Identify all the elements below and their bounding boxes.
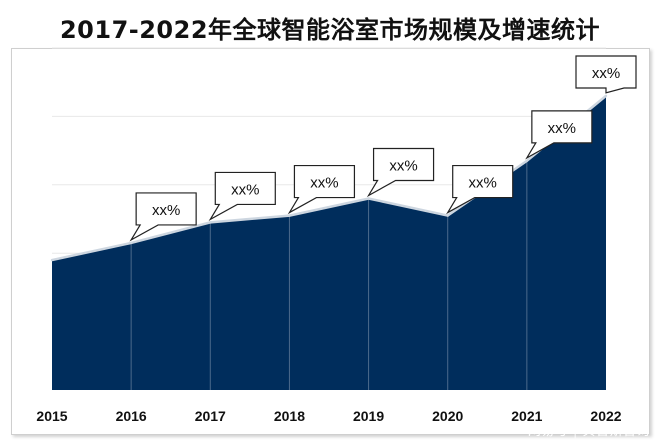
callout-label: xx% [231,181,259,198]
data-point [446,214,449,217]
watermark-separator: | [572,424,578,439]
data-point [288,214,291,217]
x-tick-label: 2015 [36,408,67,424]
callout-label: xx% [310,175,338,192]
x-tick-label: 2021 [511,408,542,424]
x-tick-label: 2020 [432,408,463,424]
callout-label: xx% [592,65,620,82]
callout-label: xx% [389,157,417,174]
callout-label: xx% [152,202,180,219]
data-point [129,241,133,245]
callout-box [129,192,197,242]
chart-title: 2017-2022年全球智能浴室市场规模及增速统计 [59,16,601,44]
x-tick-label: 2022 [590,408,621,424]
data-point [50,258,54,262]
x-tick-label: 2017 [195,408,226,424]
x-tick-label: 2018 [274,408,305,424]
area-fill [52,95,606,390]
data-point [604,94,608,98]
series-line [51,94,607,262]
x-tick-label: 2016 [116,408,147,424]
callout-label: xx% [469,175,497,192]
callout-box [287,164,356,215]
data-point [209,221,212,224]
callout-box [208,171,276,222]
data-point [525,159,529,163]
callout-box [575,55,637,94]
callout-box [446,164,514,215]
x-tick-label: 2019 [353,408,384,424]
callout-label: xx% [548,120,576,137]
watermark-source: 网易号 [527,424,569,439]
watermark: 网易号 | 贝哲斯咨询 [528,420,650,439]
callout-box [525,110,593,160]
data-point [367,197,370,200]
watermark-brand: 贝哲斯咨询 [582,424,650,439]
callout-box [366,147,435,198]
